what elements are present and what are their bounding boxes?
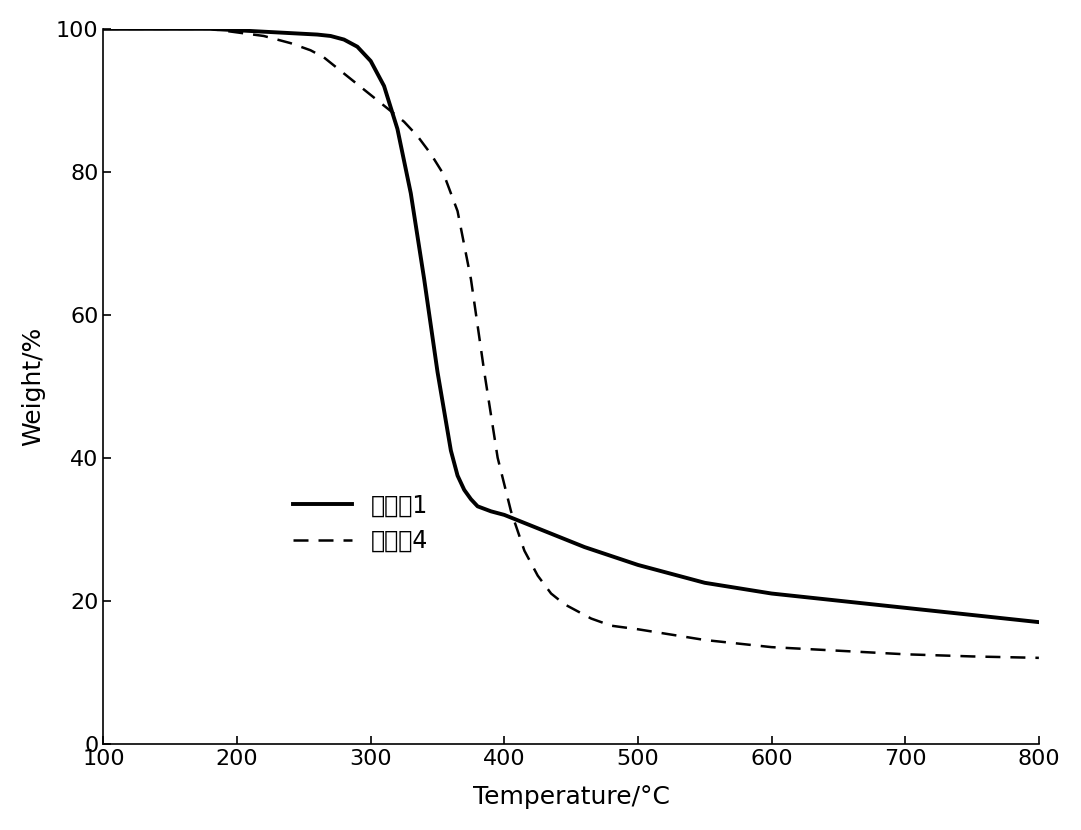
Y-axis label: Weight/%: Weight/% bbox=[21, 327, 44, 446]
X-axis label: Temperature/°C: Temperature/°C bbox=[472, 785, 669, 809]
Legend: 实施例1, 实施例4: 实施例1, 实施例4 bbox=[283, 484, 438, 563]
